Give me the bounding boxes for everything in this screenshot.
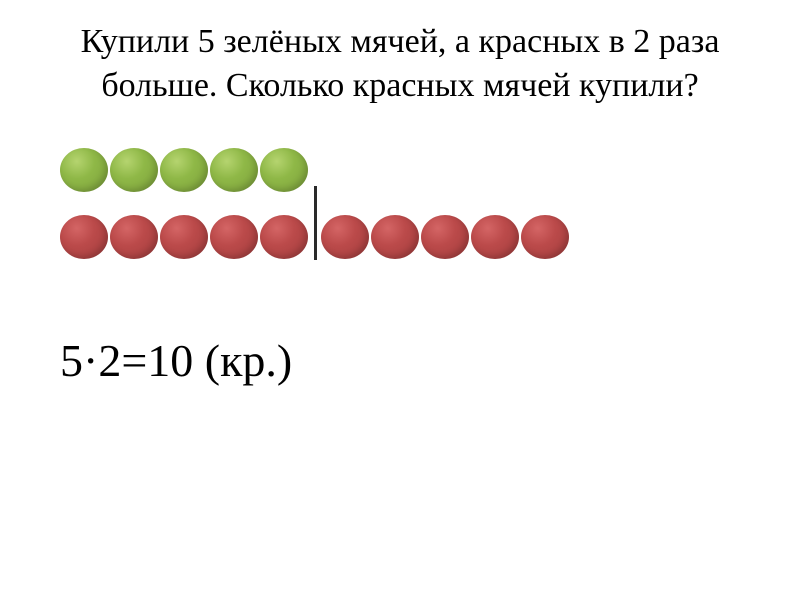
green-balls-row [60, 148, 760, 192]
group-divider [314, 186, 317, 260]
green-ball [160, 148, 208, 192]
red-ball [521, 215, 569, 259]
red-ball [260, 215, 308, 259]
red-ball [321, 215, 369, 259]
red-ball [471, 215, 519, 259]
green-ball [110, 148, 158, 192]
problem-text: Купили 5 зелёных мячей, а красных в 2 ра… [40, 20, 760, 108]
solution-equation: 5·2=10 (кр.) [60, 334, 760, 387]
red-ball [210, 215, 258, 259]
green-ball [210, 148, 258, 192]
red-ball [160, 215, 208, 259]
balls-diagram [60, 148, 760, 274]
red-ball [421, 215, 469, 259]
green-ball [60, 148, 108, 192]
red-ball [110, 215, 158, 259]
red-ball [371, 215, 419, 259]
green-ball [260, 148, 308, 192]
red-ball [60, 215, 108, 259]
red-balls-row [60, 200, 760, 274]
